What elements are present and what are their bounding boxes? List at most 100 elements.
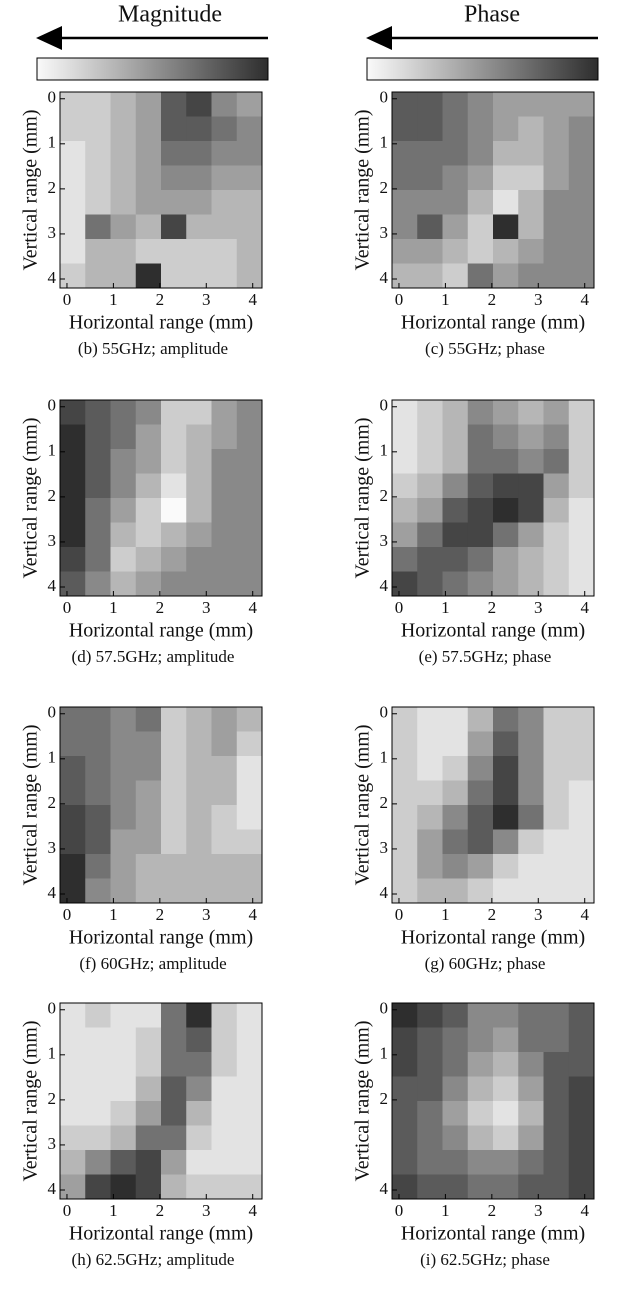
heatmap-cell: [161, 731, 187, 757]
heatmap-cell: [467, 449, 494, 474]
y-axis-label: Vertical range (mm): [20, 417, 42, 578]
heatmap-cell: [392, 116, 418, 142]
heatmap-cell: [85, 756, 111, 781]
heatmap-cell: [161, 780, 187, 806]
heatmap-cell: [543, 1003, 570, 1028]
heatmap-cell: [110, 756, 137, 781]
y-tick-label: 4: [48, 883, 57, 902]
x-tick-label: 0: [63, 905, 72, 924]
heatmap-cell: [161, 449, 187, 474]
heatmap-cell: [442, 116, 469, 142]
heatmap-cell: [392, 239, 418, 264]
heatmap-cell: [442, 1101, 469, 1126]
heatmap-cell: [211, 1125, 238, 1151]
heatmap-cell: [236, 141, 263, 166]
heatmap-cell: [135, 498, 162, 523]
heatmap-cell: [186, 829, 212, 855]
heatmap-cell: [211, 400, 238, 425]
heatmap-cell: [110, 707, 137, 732]
heatmap-cell: [85, 522, 111, 548]
heatmap-cell: [442, 400, 469, 425]
heatmap-cell: [392, 1027, 418, 1053]
heatmap-cell: [110, 424, 137, 450]
heatmap-cell: [568, 829, 595, 855]
heatmap-cell: [442, 1076, 469, 1102]
heatmap-cell: [236, 707, 263, 732]
heatmap-cell: [392, 1174, 418, 1200]
heatmap-cell: [417, 92, 443, 117]
heatmap-cell: [568, 1076, 595, 1102]
heatmap-cell: [493, 1150, 519, 1175]
y-axis-label: Vertical range (mm): [20, 109, 42, 270]
heatmap-cell: [60, 1027, 86, 1053]
heatmap-cell: [236, 854, 263, 879]
heatmap-cell: [493, 1003, 519, 1028]
heatmap-cell: [518, 878, 544, 904]
heatmap-cell: [493, 829, 519, 855]
heatmap-cell: [161, 1125, 187, 1151]
y-tick-label: 3: [48, 223, 57, 242]
heatmap-cell: [543, 239, 570, 264]
heatmap-cell: [186, 473, 212, 499]
heatmap-cell: [110, 805, 137, 830]
heatmap-cell: [211, 854, 238, 879]
heatmap-cell: [493, 473, 519, 499]
plot-frame: [59, 706, 263, 904]
heatmap-cell: [135, 92, 162, 117]
heatmap-cell: [211, 1003, 238, 1028]
heatmap-cell: [467, 854, 494, 879]
y-tick-label: 4: [48, 1179, 57, 1198]
heatmap-cell: [60, 1101, 86, 1126]
heatmap-cell: [85, 1150, 111, 1175]
heatmap-cell: [110, 92, 137, 117]
heatmap-cell: [60, 731, 86, 757]
heatmap-cell: [493, 92, 519, 117]
heatmap-cell: [236, 498, 263, 523]
heatmap-cell: [186, 571, 212, 597]
x-tick-label: 4: [248, 290, 257, 309]
heatmap-cell: [211, 141, 238, 166]
heatmap-cell: [135, 1125, 162, 1151]
heatmap-cell: [186, 449, 212, 474]
y-tick-label: 0: [380, 396, 389, 415]
heatmap-cell: [568, 424, 595, 450]
heatmap-cell: [568, 571, 595, 597]
plot-frame: [391, 91, 595, 289]
heatmap-cell: [60, 498, 86, 523]
heatmap-cell: [417, 522, 443, 548]
heatmap-cell: [417, 829, 443, 855]
x-axis-label: Horizontal range (mm): [401, 927, 585, 949]
heatmap-cell: [543, 1150, 570, 1175]
heatmap-cell: [493, 571, 519, 597]
heatmap-cell: [543, 473, 570, 499]
heatmap-cell: [568, 1174, 595, 1200]
heatmap-cell: [236, 878, 263, 904]
heatmap-cell: [85, 190, 111, 215]
y-tick-label: 3: [48, 531, 57, 550]
heatmap-cell: [211, 571, 238, 597]
heatmap-cell: [161, 400, 187, 425]
heatmap-cell: [236, 239, 263, 264]
heatmap-cell: [467, 473, 494, 499]
x-tick-label: 3: [534, 290, 543, 309]
caption: (c) 55GHz; phase: [425, 339, 545, 358]
heatmap-cell: [467, 1150, 494, 1175]
heatmap-cell: [543, 1125, 570, 1151]
x-tick-label: 2: [156, 905, 165, 924]
heatmap-cell: [493, 707, 519, 732]
heatmap-cell: [85, 1003, 111, 1028]
heatmap-cell: [518, 400, 544, 425]
heatmap-cell: [186, 522, 212, 548]
heatmap-cell: [392, 424, 418, 450]
heatmap-cell: [186, 400, 212, 425]
heatmap-cell: [493, 756, 519, 781]
heatmap-cell: [392, 214, 418, 240]
heatmap-cell: [236, 780, 263, 806]
heatmap-cell: [467, 165, 494, 191]
heatmap-cell: [110, 522, 137, 548]
heatmap-cell: [161, 424, 187, 450]
heatmap-cell: [186, 1003, 212, 1028]
